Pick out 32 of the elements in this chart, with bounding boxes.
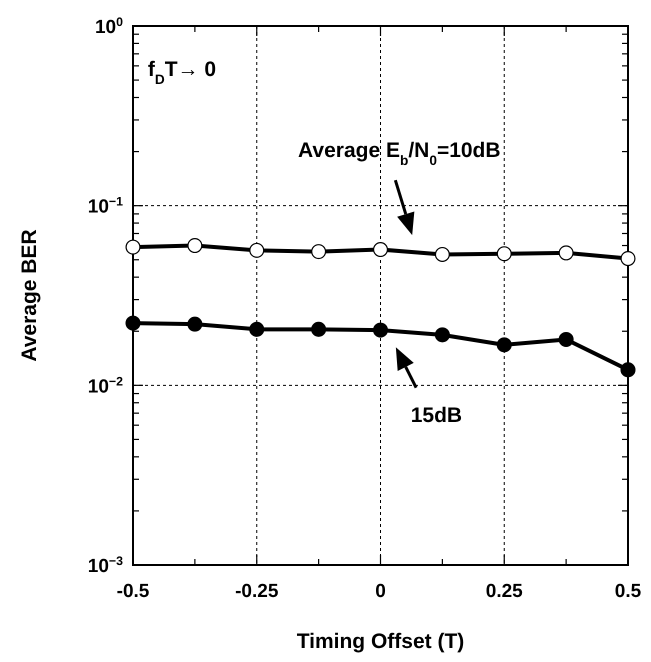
x-tick-label: 0.25: [486, 581, 524, 602]
point: [620, 251, 636, 266]
point: [558, 332, 574, 347]
x-tick-label: 0: [375, 581, 386, 602]
point: [496, 246, 512, 262]
point: [249, 322, 264, 337]
point: [496, 337, 512, 352]
point: [125, 316, 141, 331]
point: [620, 362, 636, 378]
annotation: f$_{D}$T→ 0: [148, 58, 216, 87]
annotation: Average E$_{b}$/N$_{0}$=10dB: [298, 138, 501, 168]
point: [187, 316, 202, 332]
point: [372, 242, 388, 258]
point: [249, 242, 264, 258]
x-axis-title: Timing Offset (T): [296, 630, 464, 653]
point: [125, 240, 141, 255]
y-tick-label: 10$^{−3}$: [88, 554, 124, 577]
y-axis-title: Average BER: [18, 229, 41, 362]
point: [434, 246, 450, 262]
point: [187, 238, 202, 254]
y-tick-label: 10$^{0}$: [94, 15, 124, 38]
point: [434, 327, 450, 342]
point: [311, 244, 326, 260]
point: [558, 245, 574, 260]
point: [311, 322, 326, 337]
x-tick-label: -0.5: [116, 581, 150, 602]
annotation: 15dB: [410, 404, 462, 428]
point: [372, 322, 388, 338]
y-tick-label: 10$^{−2}$: [88, 374, 124, 398]
x-tick-label: 0.5: [614, 581, 642, 602]
x-tick-label: -0.25: [235, 581, 279, 602]
y-tick-label: 10$^{−1}$: [88, 194, 124, 218]
